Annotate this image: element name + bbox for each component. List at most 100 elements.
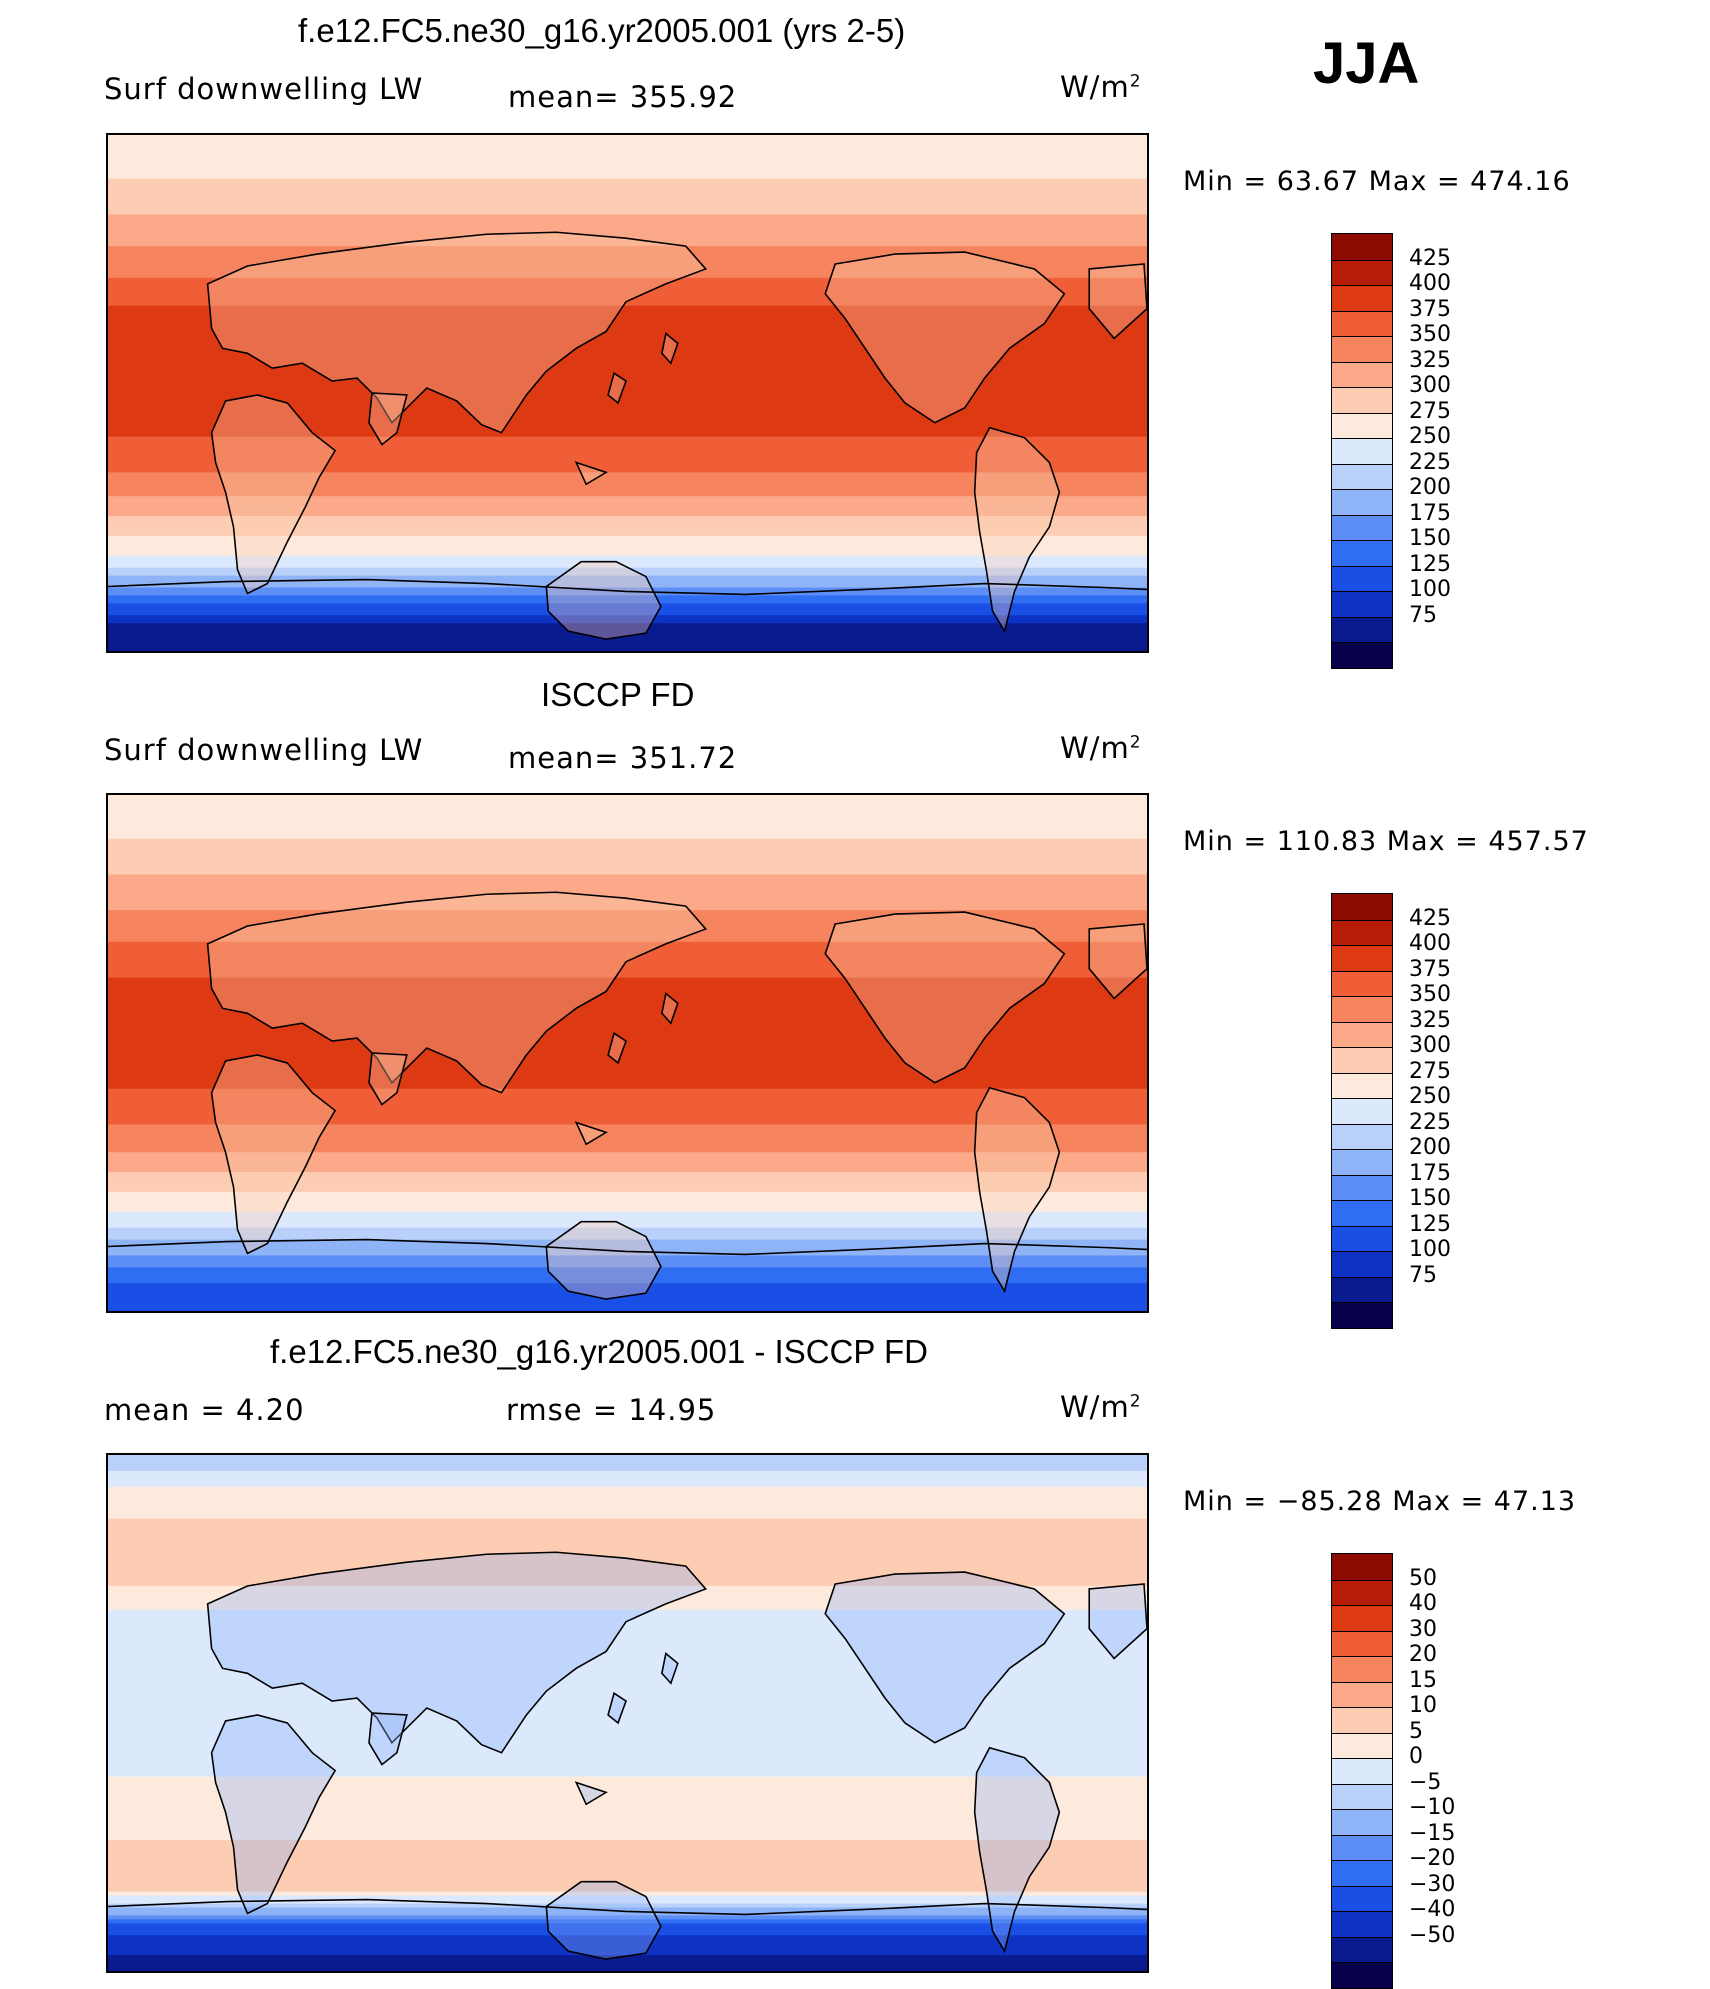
panel3-map — [106, 1453, 1149, 1973]
map-zonal-band — [108, 1474, 1147, 1480]
colorbar-tick-label: 100 — [1409, 577, 1451, 602]
map-zonal-band — [108, 1088, 1147, 1094]
colorbar-tick-label: 40 — [1409, 1591, 1437, 1616]
colorbar-tick-label: −20 — [1409, 1846, 1456, 1871]
map-zonal-band — [108, 1780, 1147, 1786]
map-zonal-band — [108, 1716, 1147, 1722]
map-zonal-band — [108, 1851, 1147, 1857]
map-zonal-band — [108, 643, 1147, 648]
colorbar-segment — [1332, 1834, 1392, 1861]
map-zonal-band — [108, 1689, 1147, 1694]
map-zonal-band — [108, 595, 1147, 600]
map-zonal-band — [108, 890, 1147, 895]
map-zonal-band — [108, 599, 1147, 604]
colorbar-segment — [1332, 1225, 1392, 1252]
map-zonal-band — [108, 870, 1147, 875]
map-zonal-band — [108, 1219, 1147, 1225]
colorbar-tick-label: 0 — [1409, 1744, 1423, 1769]
map-zonal-band — [108, 639, 1147, 644]
map-zonal-band — [108, 945, 1147, 951]
map-coastline — [210, 1714, 337, 1915]
map-zonal-band — [108, 436, 1147, 442]
colorbar-tick-label: −10 — [1409, 1795, 1456, 1820]
map-zonal-band — [108, 301, 1147, 307]
map-zonal-band — [108, 1176, 1147, 1181]
colorbar-segment — [1332, 1149, 1392, 1175]
map-zonal-band — [108, 1709, 1147, 1714]
colorbar-segment — [1332, 1276, 1392, 1303]
colorbar-segment — [1332, 1936, 1392, 1963]
colorbar-tick-label: 300 — [1409, 1033, 1451, 1058]
map-zonal-band — [108, 1820, 1147, 1825]
colorbar-tick-label: 275 — [1409, 398, 1451, 424]
map-zonal-band — [108, 1812, 1147, 1817]
map-zonal-band — [108, 985, 1147, 991]
map-zonal-band — [108, 313, 1147, 319]
map-zonal-band — [108, 428, 1147, 434]
map-zonal-band — [108, 531, 1147, 537]
colorbar-segment — [1332, 945, 1392, 971]
map-zonal-band — [108, 1526, 1147, 1532]
map-zonal-band — [108, 1867, 1147, 1873]
map-zonal-band — [108, 806, 1147, 812]
map-zonal-band — [108, 1227, 1147, 1233]
map-zonal-band — [108, 1673, 1147, 1678]
map-zonal-band — [108, 317, 1147, 323]
colorbar-segment — [1332, 1047, 1392, 1073]
map-zonal-band — [108, 1001, 1147, 1006]
colorbar-segment — [1332, 894, 1392, 920]
colorbar-segment — [1332, 1605, 1392, 1631]
panel1-title: f.e12.FC5.ne30_g16.yr2005.001 (yrs 2-5) — [298, 12, 906, 49]
panel2-map — [106, 793, 1149, 1313]
map-zonal-band — [108, 981, 1147, 987]
map-zonal-band — [108, 957, 1147, 963]
map-zonal-band — [108, 1578, 1147, 1583]
map-zonal-band — [108, 349, 1147, 354]
map-coastline — [206, 891, 708, 1094]
map-zonal-band — [108, 822, 1147, 828]
colorbar-box — [1331, 893, 1393, 1329]
colorbar-tick-label: 200 — [1409, 475, 1451, 500]
map-zonal-band — [108, 345, 1147, 350]
map-zonal-band — [108, 902, 1147, 907]
map-coastline — [1088, 1583, 1147, 1660]
map-zonal-band — [108, 1211, 1147, 1217]
map-zonal-band — [108, 623, 1147, 628]
map-zonal-band — [108, 1060, 1147, 1066]
colorbar-tick-label: −50 — [1409, 1922, 1456, 1948]
map-zonal-band — [108, 1148, 1147, 1153]
map-zonal-band — [108, 1506, 1147, 1512]
map-zonal-band — [108, 1009, 1147, 1014]
colorbar-tick-label: 325 — [1409, 1007, 1451, 1033]
map-zonal-band — [108, 810, 1147, 816]
map-zonal-band — [108, 1959, 1147, 1964]
colorbar-segment — [1332, 1251, 1392, 1277]
map-zonal-band — [108, 1021, 1147, 1026]
map-zonal-band — [108, 1752, 1147, 1758]
colorbar-segment — [1332, 514, 1392, 541]
map-zonal-band — [108, 377, 1147, 382]
map-zonal-band — [108, 1486, 1147, 1492]
colorbar-tick-label: 125 — [1409, 1211, 1451, 1237]
map-zonal-band — [108, 404, 1147, 410]
map-zonal-band — [108, 1855, 1147, 1861]
map-zonal-band — [108, 1207, 1147, 1213]
map-zonal-band — [108, 1307, 1147, 1311]
map-zonal-band — [108, 174, 1147, 180]
map-zonal-band — [108, 1295, 1147, 1300]
map-zonal-band — [108, 210, 1147, 215]
map-zonal-band — [108, 198, 1147, 204]
map-zonal-band — [108, 1112, 1147, 1118]
map-zonal-band — [108, 1172, 1147, 1177]
map-zonal-band — [108, 329, 1147, 335]
map-zonal-band — [108, 1784, 1147, 1790]
map-coastline — [574, 461, 608, 486]
map-zonal-band — [108, 1748, 1147, 1754]
map-zonal-band — [108, 1720, 1147, 1726]
map-zonal-band — [108, 480, 1147, 485]
map-coastline — [607, 371, 627, 405]
map-zonal-band — [108, 1808, 1147, 1813]
map-zonal-band — [108, 222, 1147, 227]
map-zonal-band — [108, 1891, 1147, 1897]
map-zonal-band — [108, 1203, 1147, 1209]
